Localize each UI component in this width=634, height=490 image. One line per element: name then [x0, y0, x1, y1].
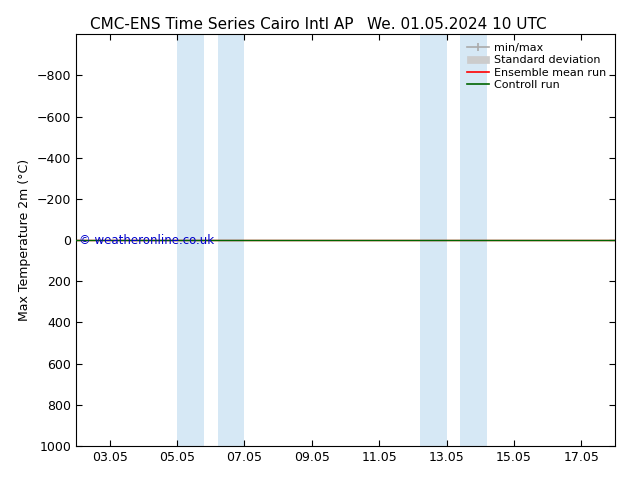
Bar: [420, 34, 446, 446]
Text: CMC-ENS Time Series Cairo Intl AP: CMC-ENS Time Series Cairo Intl AP: [90, 17, 354, 32]
Text: © weatheronline.co.uk: © weatheronline.co.uk: [79, 234, 214, 246]
Bar: [177, 34, 204, 446]
Legend: min/max, Standard deviation, Ensemble mean run, Controll run: min/max, Standard deviation, Ensemble me…: [464, 40, 609, 93]
Bar: [217, 34, 245, 446]
Y-axis label: Max Temperature 2m (°C): Max Temperature 2m (°C): [18, 159, 31, 321]
Text: We. 01.05.2024 10 UTC: We. 01.05.2024 10 UTC: [366, 17, 547, 32]
Bar: [460, 34, 487, 446]
